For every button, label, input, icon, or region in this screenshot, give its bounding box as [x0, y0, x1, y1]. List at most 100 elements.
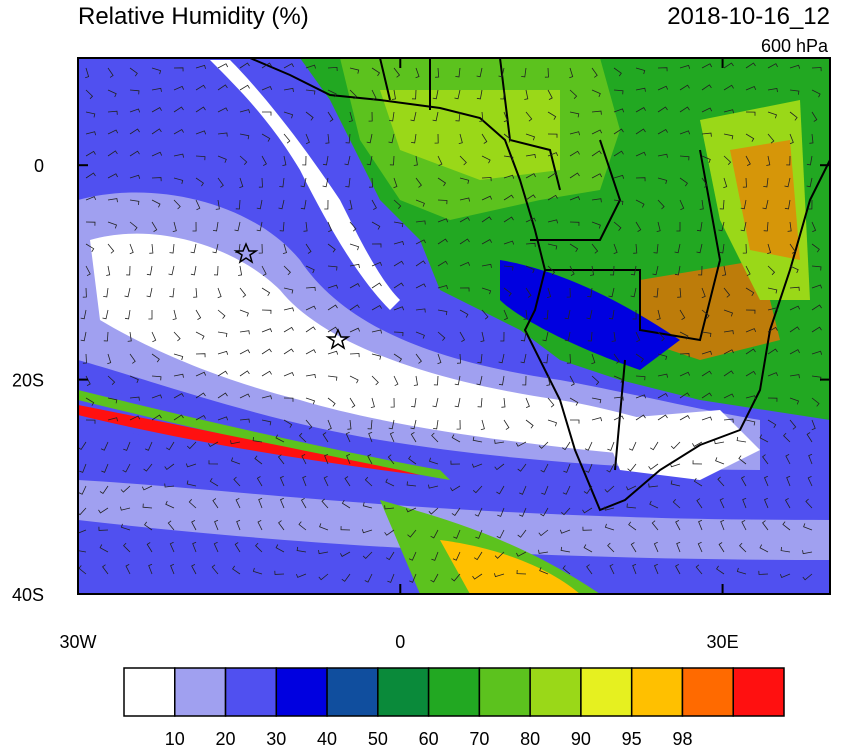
wind-barb — [701, 84, 712, 91]
wind-barb — [361, 529, 373, 534]
wind-barb — [300, 199, 307, 210]
wind-barb — [437, 177, 447, 187]
wind-barb — [283, 87, 294, 92]
wind-barb — [582, 507, 593, 514]
wind-barb — [560, 546, 571, 553]
wind-barb — [569, 397, 579, 406]
wind-barb — [498, 353, 505, 364]
wind-barb — [107, 89, 117, 98]
wind-barb — [428, 457, 439, 465]
wind-barb — [371, 67, 381, 77]
wind-barb — [806, 155, 813, 166]
wind-barb — [302, 475, 307, 487]
wind-barb — [129, 353, 136, 364]
wind-barb — [544, 67, 549, 78]
wind-barb — [393, 221, 404, 228]
wind-barb — [261, 419, 272, 426]
wind-barb — [345, 177, 351, 188]
wind-barb — [212, 221, 219, 232]
wind-barb — [811, 284, 823, 289]
wind-barb — [763, 221, 769, 232]
wind-barb — [789, 326, 800, 333]
wind-barb — [367, 454, 373, 465]
title: Relative Humidity (%) — [78, 3, 309, 30]
wind-barb — [387, 573, 395, 583]
wind-barb — [717, 476, 725, 487]
wind-barb — [256, 199, 263, 210]
wind-barb — [789, 64, 801, 69]
wind-barb — [739, 542, 747, 553]
wind-barb — [525, 419, 534, 429]
wind-barb — [322, 155, 329, 166]
wind-barb — [169, 541, 175, 553]
wind-barb — [340, 526, 351, 531]
wind-barb — [239, 349, 251, 355]
colorbar-box — [224, 667, 278, 717]
wind-barb — [519, 507, 527, 517]
wind-barb — [195, 392, 206, 399]
wind-barb — [362, 502, 373, 509]
wind-barb — [230, 440, 241, 445]
wind-barb — [305, 419, 313, 430]
wind-barb — [341, 499, 351, 509]
wind-barb — [370, 397, 375, 408]
wind-barb — [393, 67, 401, 78]
wind-barb — [275, 544, 285, 553]
wind-barb — [85, 243, 95, 253]
wind-barb — [173, 199, 181, 210]
wind-barb — [745, 133, 755, 142]
wind-barb — [275, 434, 285, 443]
wind-barb — [371, 375, 379, 386]
wind-barb — [758, 570, 769, 575]
wind-barb — [124, 309, 131, 320]
colorbar-label: 10 — [165, 729, 185, 749]
wind-barb — [305, 89, 316, 95]
wind-barb — [406, 481, 417, 487]
wind-barb — [701, 350, 713, 355]
wind-barb — [543, 309, 549, 320]
wind-barb — [393, 375, 399, 387]
wind-barb — [173, 373, 184, 378]
wind-barb — [327, 397, 336, 407]
wind-barb — [569, 89, 578, 99]
wind-barb — [78, 485, 87, 495]
wind-barb — [364, 573, 373, 583]
wind-barb — [479, 111, 484, 122]
wind-barb — [393, 282, 404, 289]
wind-barb — [129, 174, 141, 179]
wind-barb — [296, 573, 307, 578]
wind-barb — [371, 261, 383, 267]
wind-barb — [296, 546, 307, 553]
wind-barb — [239, 62, 250, 69]
wind-barb — [613, 128, 624, 135]
wind-barb — [609, 265, 615, 276]
wind-barb — [635, 414, 646, 421]
wind-barb — [305, 349, 316, 355]
wind-barb — [517, 529, 527, 538]
wind-barb — [327, 375, 338, 381]
wind-barb — [190, 265, 197, 276]
wind-barb — [278, 520, 285, 531]
wind-barb — [547, 89, 553, 100]
wind-barb — [282, 243, 287, 254]
wind-barb — [481, 155, 491, 164]
wind-barb — [635, 394, 646, 399]
wind-barb — [697, 541, 703, 553]
wind-barb — [129, 150, 140, 157]
wind-barb — [239, 330, 250, 335]
wind-barb — [613, 150, 624, 157]
wind-barb — [235, 199, 241, 210]
wind-barb — [195, 309, 202, 320]
wind-barb — [679, 106, 690, 113]
wind-barb — [613, 174, 625, 179]
wind-barb — [745, 155, 751, 166]
wind-barb — [434, 133, 439, 144]
wind-barb — [547, 133, 558, 138]
wind-barb — [784, 199, 791, 210]
wind-barb — [279, 497, 285, 509]
wind-barb — [541, 485, 549, 495]
wind-barb — [695, 564, 703, 575]
wind-barb — [613, 415, 624, 421]
wind-barb — [591, 129, 603, 135]
wind-barb — [525, 154, 536, 159]
